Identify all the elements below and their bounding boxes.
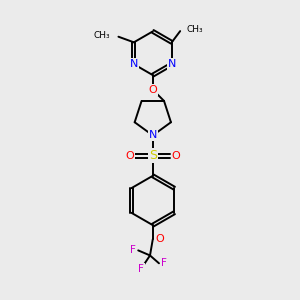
Text: O: O [172, 151, 180, 160]
Text: N: N [130, 59, 138, 69]
Text: F: F [161, 258, 167, 268]
Text: CH₃: CH₃ [94, 31, 111, 40]
Text: F: F [138, 264, 144, 274]
Text: CH₃: CH₃ [186, 25, 203, 34]
Text: S: S [149, 149, 157, 162]
Text: O: O [125, 151, 134, 160]
Text: O: O [148, 85, 157, 95]
Text: O: O [155, 234, 164, 244]
Text: N: N [168, 59, 176, 69]
Text: F: F [130, 245, 136, 255]
Text: N: N [148, 130, 157, 140]
